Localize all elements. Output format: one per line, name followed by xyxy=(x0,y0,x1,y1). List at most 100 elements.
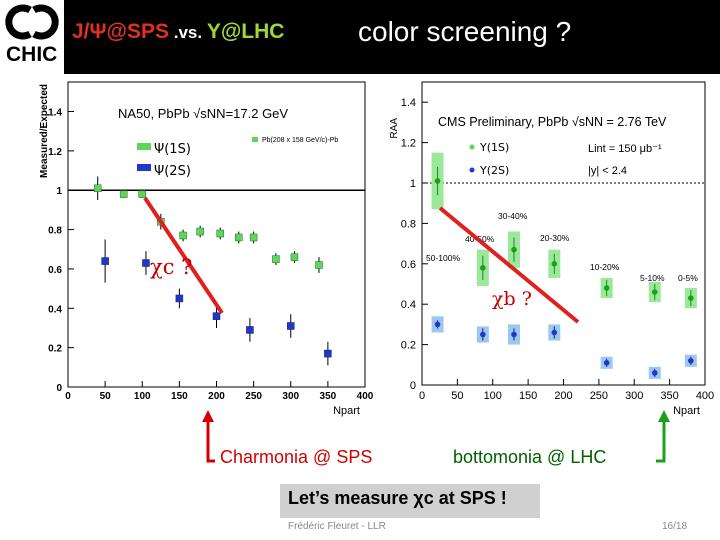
na50-ytick-label: 1.4 xyxy=(48,108,62,119)
na50-psi2s-point xyxy=(142,259,150,267)
na50-ytick-label: 0.2 xyxy=(48,344,62,355)
cms-ytick-label: 0.6 xyxy=(401,259,416,271)
cms-xtick-label: 150 xyxy=(519,390,537,402)
na50-xlabel: Npart xyxy=(333,405,360,417)
cms-ytick-label: 1 xyxy=(410,178,416,190)
legend-upsilon1s-marker xyxy=(469,144,475,150)
charmonia-label: Charmonia @ SPS xyxy=(220,447,373,467)
cms-xtick-label: 250 xyxy=(590,390,608,402)
na50-psi1s-point xyxy=(179,231,187,240)
cms-centrality-label: 50-100% xyxy=(426,253,460,263)
cms-upsilon1s-point xyxy=(434,178,441,184)
cms-upsilon2s-point xyxy=(651,370,658,376)
title-left: J/Ψ@SPS .vs. Υ@LHC xyxy=(72,20,284,44)
legend-upsilon2s-marker xyxy=(469,167,475,173)
cms-upsilon1s-point xyxy=(603,285,610,291)
na50-ytick-label: 0 xyxy=(56,383,62,394)
cms-xtick-label: 350 xyxy=(660,390,678,402)
legend-psi1s-label: Ψ(1S) xyxy=(154,142,191,157)
na50-note: Pb(208 x 158 GeV/c)-Pb xyxy=(262,137,338,144)
cms-ytick-label: 0.2 xyxy=(401,340,416,352)
cms-ylabel: RAA xyxy=(389,118,400,139)
cms-upsilon2s-point xyxy=(603,359,610,366)
bottomonia-arrow xyxy=(656,420,666,463)
chic-logo-icon xyxy=(5,4,59,40)
cms-upsilon1s-point xyxy=(651,289,658,295)
na50-ytick-label: 1.2 xyxy=(48,147,62,158)
cms-ytick-label: 0.4 xyxy=(401,299,416,311)
legend-psi2s-label: Ψ(2S) xyxy=(154,164,191,179)
na50-xtick-label: 50 xyxy=(100,391,112,402)
legend-psi2s-marker xyxy=(137,164,151,171)
cms-xtick-label: 50 xyxy=(451,390,463,402)
cms-xtick-label: 0 xyxy=(419,390,425,402)
chic-label: χc ? xyxy=(150,255,192,279)
cms-ytick-label: 1.4 xyxy=(401,97,416,109)
na50-psi1s-point xyxy=(249,233,258,242)
logo-text: CHIC xyxy=(6,43,58,66)
cms-upsilon2s-point xyxy=(688,357,694,364)
na50-psi2s-point xyxy=(287,322,295,330)
title-upsilon: Υ@LHC xyxy=(206,20,285,43)
na50-psi1s-point xyxy=(272,255,280,263)
na50-ylabel: Measured/Expected xyxy=(39,84,50,178)
na50-ytick-label: 0.8 xyxy=(48,226,62,237)
title-bar xyxy=(0,0,720,74)
cms-centrality-label: 10-20% xyxy=(590,262,620,272)
cms-upsilon2s-point xyxy=(511,331,517,338)
chic-trend-line xyxy=(143,196,224,315)
na50-xtick-label: 350 xyxy=(320,391,337,402)
charmonia-arrow xyxy=(206,420,215,463)
charmonia-arrowhead xyxy=(202,410,214,422)
cms-centrality-label: 20-30% xyxy=(540,233,570,243)
na50-psi2s-point xyxy=(175,294,184,303)
na50-psi2s-point xyxy=(246,326,254,334)
title-jpsi: J/Ψ@SPS xyxy=(72,20,170,43)
na50-xtick-label: 400 xyxy=(357,391,374,402)
legend-upsilon2s-label: Υ(2S) xyxy=(479,164,509,177)
na50-ytick-label: 1 xyxy=(56,186,62,197)
na50-xtick-label: 200 xyxy=(208,391,225,402)
measure-text: Let’s measure χc at SPS ! xyxy=(288,488,507,508)
cms-upsilon1s-point xyxy=(551,261,558,267)
legend-psi1s-marker xyxy=(137,143,151,150)
cms-title: CMS Preliminary, PbPb √sNN = 2.76 TeV xyxy=(438,115,667,129)
cms-xtick-label: 400 xyxy=(696,390,714,402)
cms-centrality-label: 5-10% xyxy=(640,273,665,283)
chic-logo: CHIC xyxy=(0,0,64,74)
cms-rapidity: |y| < 2.4 xyxy=(588,165,627,177)
measure-banner xyxy=(280,484,540,518)
na50-xtick-label: 250 xyxy=(245,391,262,402)
na50-note-marker xyxy=(252,137,258,142)
na50-psi1s-point xyxy=(216,229,224,238)
cms-centrality-label: 30-40% xyxy=(498,211,528,221)
na50-psi2s-point xyxy=(324,349,332,358)
page-number: 16/18 xyxy=(662,521,688,532)
na50-psi1s-point xyxy=(138,190,146,198)
na50-xtick-label: 300 xyxy=(282,391,299,402)
cms-xtick-label: 200 xyxy=(554,390,572,402)
cms-upsilon2s-point xyxy=(480,331,486,338)
bottomonia-arrowhead xyxy=(658,410,670,422)
cms-xtick-label: 100 xyxy=(484,390,502,402)
na50-psi1s-point xyxy=(119,190,128,198)
cms-ytick-label: 1.2 xyxy=(401,138,416,150)
na50-psi1s-point xyxy=(290,253,299,261)
na50-xtick-label: 100 xyxy=(134,391,151,402)
title-vs: .vs. xyxy=(169,23,207,42)
na50-psi2s-point xyxy=(212,312,221,320)
cms-upsilon2s-point xyxy=(551,329,558,336)
cms-upsilon1s-point xyxy=(480,265,486,271)
cms-upsilon1s-point xyxy=(511,246,517,253)
cms-ytick-label: 0.8 xyxy=(401,218,416,230)
cms-xtick-label: 300 xyxy=(625,390,643,402)
na50-psi1s-point xyxy=(315,261,323,269)
cms-upsilon2s-point xyxy=(434,321,441,328)
cms-ytick-label: 0 xyxy=(410,380,416,392)
na50-psi1s-point xyxy=(93,184,102,193)
chib-trend-line xyxy=(438,206,580,324)
cms-upsilon1s-point xyxy=(688,295,694,301)
na50-psi2s-point xyxy=(101,257,109,265)
na50-ytick-label: 0.4 xyxy=(48,304,62,315)
